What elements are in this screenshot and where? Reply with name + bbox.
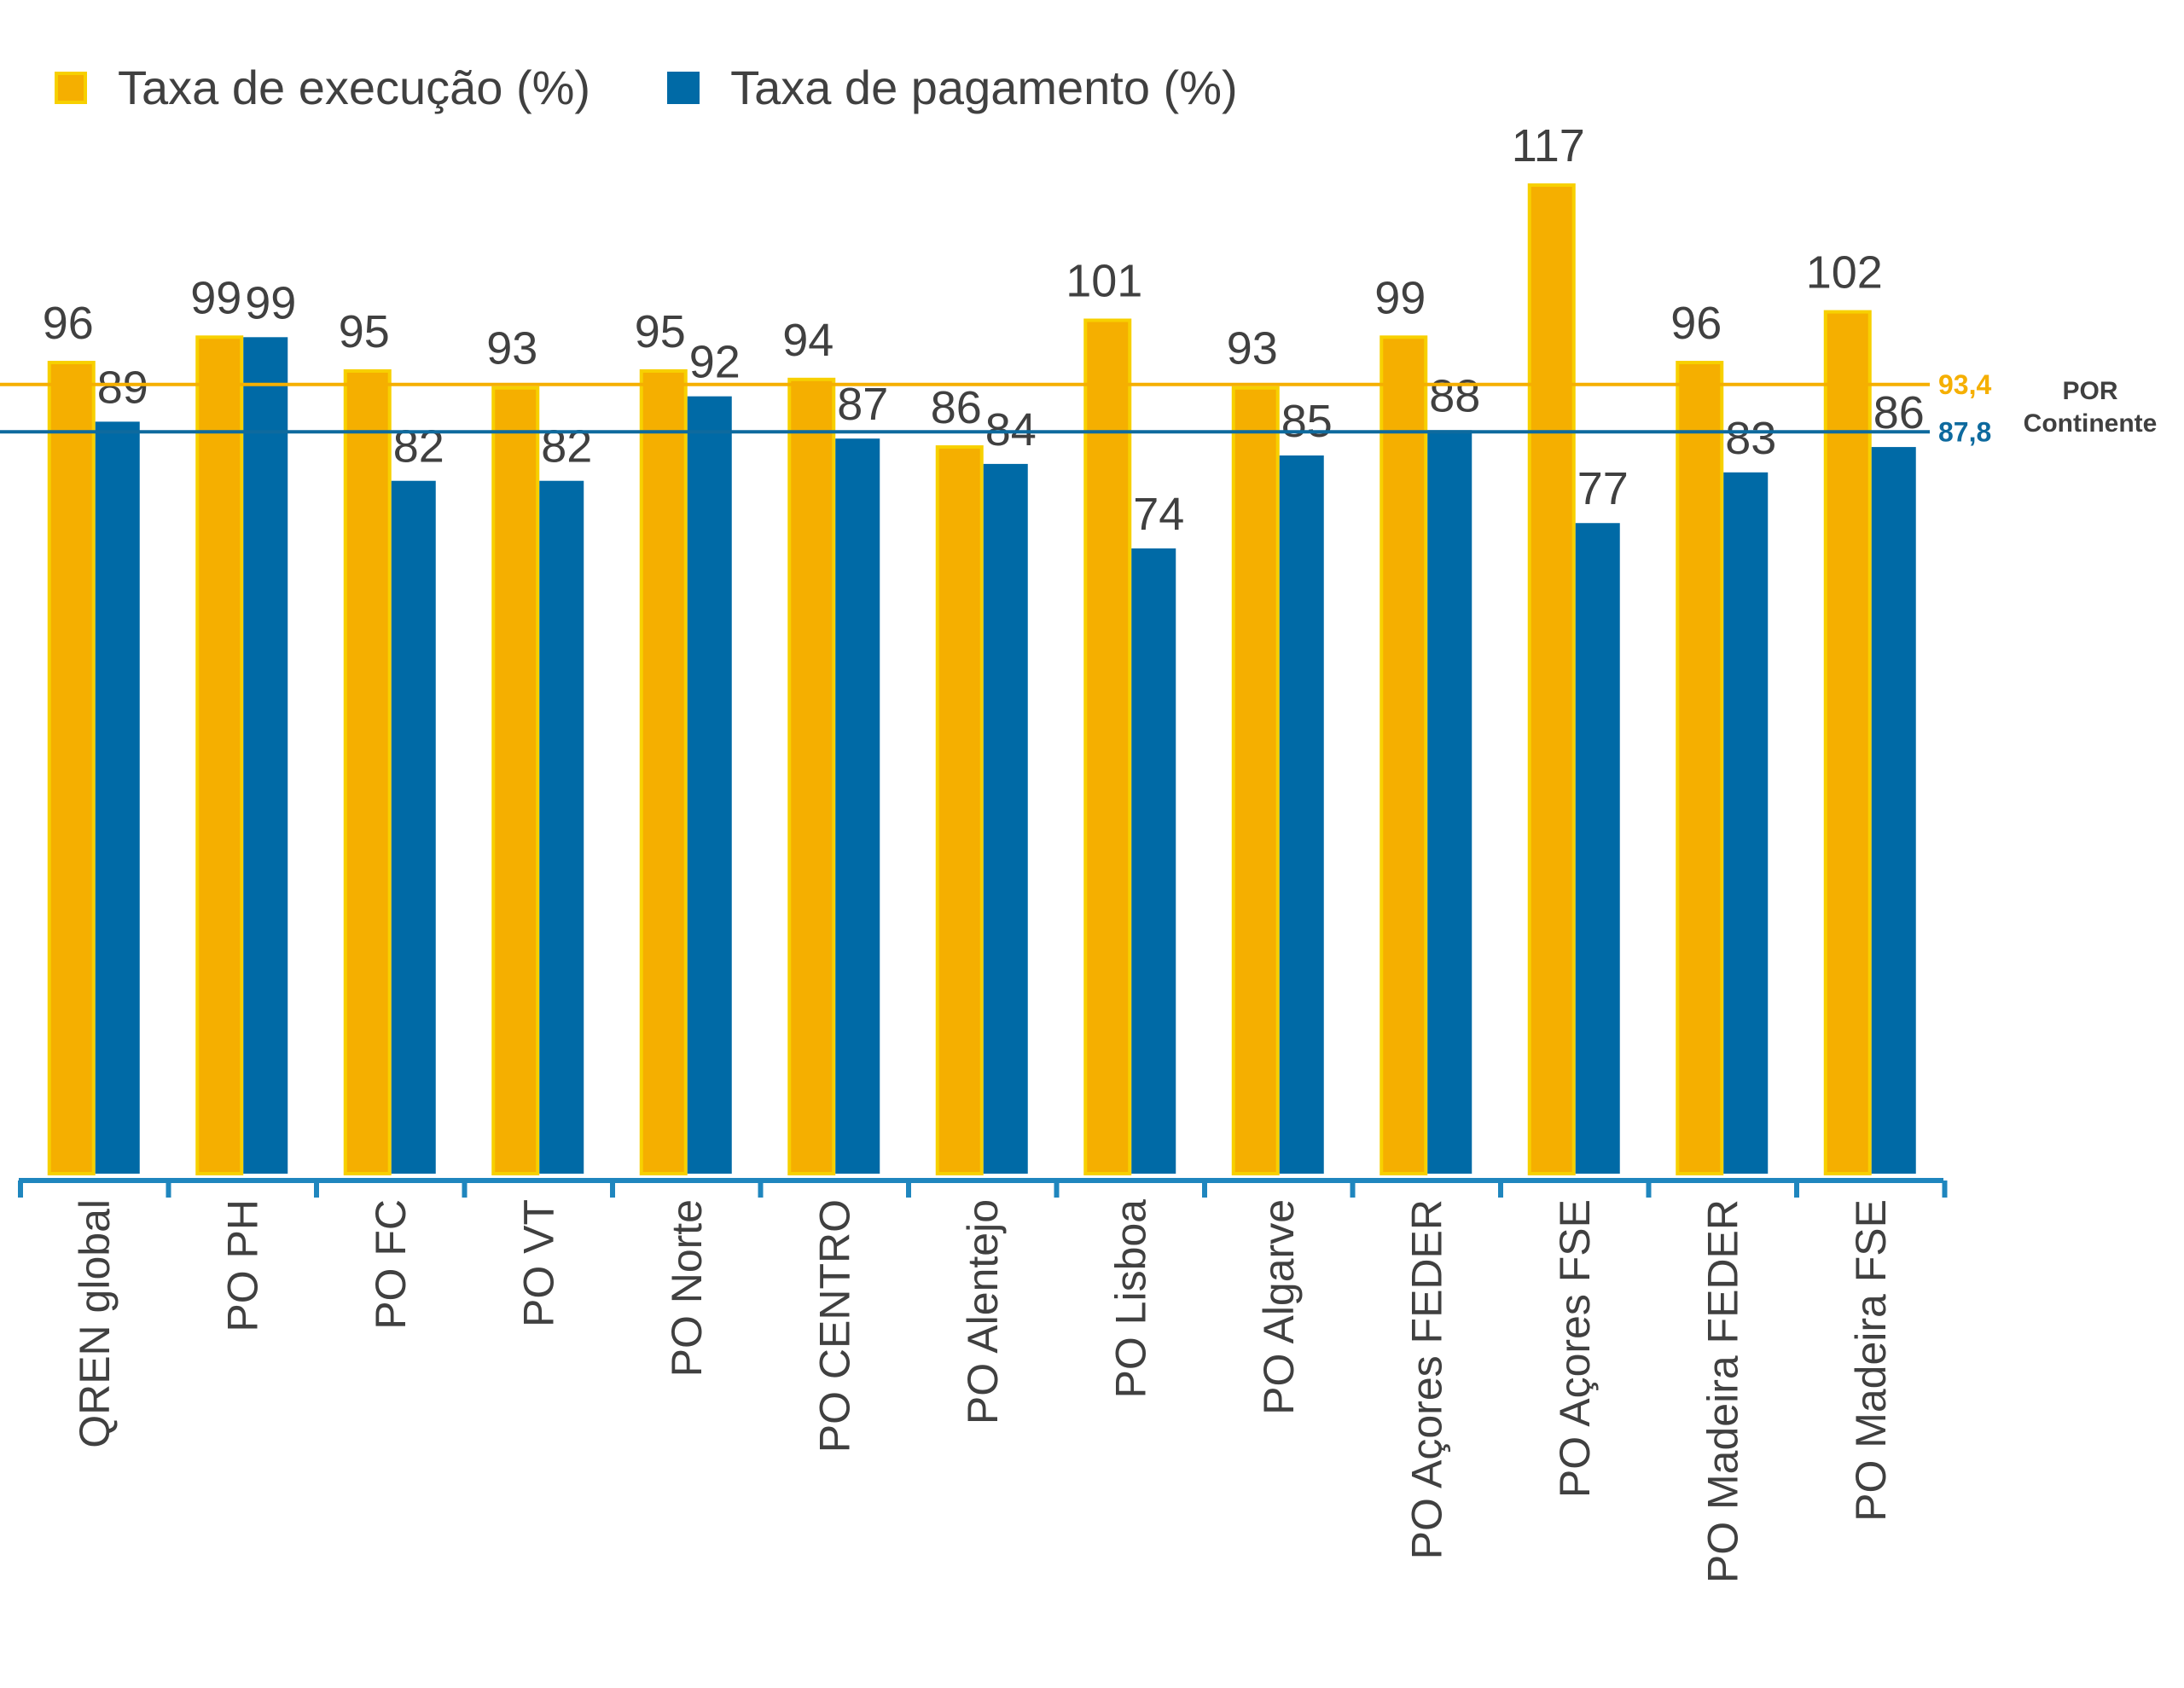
bar-execucao bbox=[787, 377, 836, 1176]
reference-value-execucao: 93,4 bbox=[1938, 369, 1991, 400]
reference-note-line2: Continente bbox=[2023, 409, 2158, 438]
data-label-pagamento: 83 bbox=[1725, 413, 1776, 464]
bar-execucao bbox=[1083, 318, 1132, 1175]
data-label-pagamento: 99 bbox=[245, 277, 296, 328]
data-label-pagamento: 82 bbox=[541, 421, 592, 473]
bar-execucao bbox=[1527, 183, 1576, 1175]
bar-pagamento bbox=[1427, 430, 1472, 1174]
bar-execucao bbox=[1231, 386, 1280, 1175]
data-label-execucao: 99 bbox=[190, 272, 241, 323]
bar-execucao bbox=[195, 335, 244, 1175]
x-tick-label: PO Açores FSE bbox=[1551, 1199, 1599, 1498]
bar-pagamento bbox=[983, 463, 1028, 1174]
bar-execucao bbox=[1380, 335, 1428, 1175]
legend-label-execucao: Taxa de execução (%) bbox=[118, 61, 591, 114]
bar-execucao bbox=[935, 445, 984, 1175]
data-label-execucao: 96 bbox=[43, 298, 94, 349]
bar-pagamento bbox=[835, 438, 880, 1174]
data-label-execucao: 96 bbox=[1670, 298, 1722, 349]
legend-item-pagamento: Taxa de pagamento (%) bbox=[667, 60, 1238, 115]
bar-pagamento bbox=[687, 396, 732, 1175]
reference-value-pagamento: 87,8 bbox=[1938, 416, 1991, 447]
x-tick-label: PO CENTRO bbox=[810, 1199, 858, 1453]
data-label-execucao: 95 bbox=[339, 306, 390, 357]
x-tick-label: PO Açores FEDER bbox=[1403, 1199, 1450, 1559]
x-tick-label: PO VT bbox=[514, 1199, 562, 1327]
x-tick-label: PO FC bbox=[367, 1199, 415, 1330]
data-label-pagamento: 85 bbox=[1281, 396, 1333, 447]
legend: Taxa de execução (%) Taxa de pagamento (… bbox=[55, 60, 1315, 115]
bar-pagamento bbox=[1871, 447, 1916, 1174]
bar-execucao bbox=[1676, 361, 1724, 1175]
data-label-execucao: 93 bbox=[486, 323, 537, 374]
legend-label-pagamento: Taxa de pagamento (%) bbox=[730, 61, 1238, 114]
data-label-execucao: 86 bbox=[931, 382, 982, 433]
data-label-execucao: 102 bbox=[1806, 247, 1883, 299]
x-tick-label: PO Norte bbox=[663, 1199, 711, 1377]
bar-pagamento bbox=[95, 421, 140, 1174]
data-label-execucao: 101 bbox=[1066, 255, 1142, 306]
x-tick-label: PO Lisboa bbox=[1107, 1199, 1154, 1399]
reference-note-line1: POR bbox=[2062, 377, 2118, 405]
data-label-pagamento: 86 bbox=[1873, 387, 1925, 438]
data-label-pagamento: 82 bbox=[393, 421, 444, 473]
x-tick-label: PO Madeira FEDER bbox=[1699, 1199, 1746, 1583]
x-tick-label: PO Alentejo bbox=[959, 1199, 1007, 1424]
bar-execucao bbox=[491, 386, 540, 1175]
data-label-execucao: 95 bbox=[635, 306, 686, 357]
data-label-pagamento: 77 bbox=[1577, 463, 1629, 514]
data-label-pagamento: 84 bbox=[985, 404, 1037, 455]
data-label-pagamento: 88 bbox=[1429, 370, 1480, 421]
data-label-pagamento: 74 bbox=[1133, 489, 1184, 540]
bar-pagamento bbox=[243, 337, 288, 1174]
legend-swatch-execucao bbox=[55, 71, 87, 104]
bar-execucao bbox=[639, 368, 688, 1175]
bar-pagamento bbox=[1131, 548, 1176, 1174]
data-label-execucao: 93 bbox=[1227, 323, 1278, 374]
bar-pagamento bbox=[539, 480, 584, 1174]
data-label-execucao: 99 bbox=[1374, 272, 1426, 323]
data-label-pagamento: 89 bbox=[97, 362, 148, 413]
reference-note: POR Continente bbox=[2022, 375, 2158, 440]
bar-execucao bbox=[47, 361, 96, 1175]
x-tick-label: QREN global bbox=[71, 1199, 119, 1448]
bar-execucao bbox=[1823, 310, 1872, 1176]
data-label-execucao: 117 bbox=[1512, 120, 1585, 171]
legend-swatch-pagamento bbox=[667, 71, 700, 104]
x-tick-label: PO PH bbox=[218, 1199, 266, 1332]
data-label-execucao: 94 bbox=[782, 315, 834, 366]
data-label-pagamento: 87 bbox=[837, 379, 888, 430]
data-label-pagamento: 92 bbox=[689, 337, 741, 388]
bar-pagamento bbox=[1723, 472, 1769, 1174]
legend-item-execucao: Taxa de execução (%) bbox=[55, 60, 590, 115]
bar-pagamento bbox=[1279, 455, 1324, 1174]
x-tick-label: PO Algarve bbox=[1255, 1199, 1303, 1415]
x-tick-label: PO Madeira FSE bbox=[1847, 1199, 1895, 1522]
bar-pagamento bbox=[391, 480, 436, 1174]
bar-pagamento bbox=[1575, 523, 1620, 1174]
bar-execucao bbox=[343, 368, 392, 1175]
